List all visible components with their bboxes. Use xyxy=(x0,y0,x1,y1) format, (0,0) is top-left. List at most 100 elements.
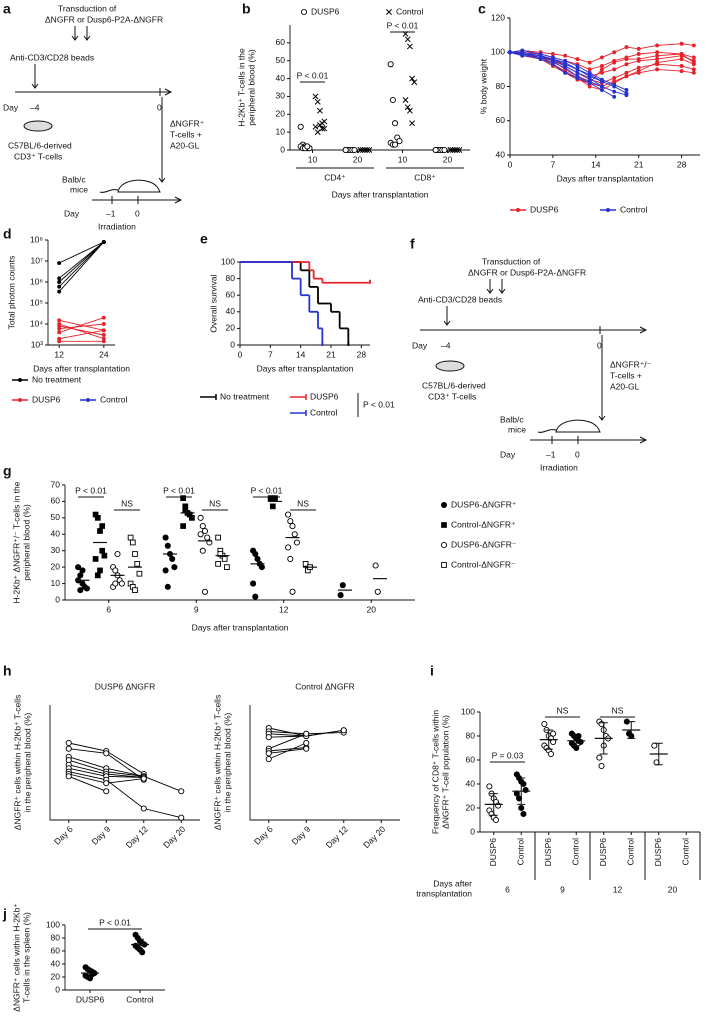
data-point xyxy=(197,514,204,521)
timeline xyxy=(420,326,648,334)
data-point xyxy=(75,564,82,571)
diagram-text: Day xyxy=(3,102,19,112)
data-point xyxy=(655,43,660,48)
data-line xyxy=(268,733,307,750)
annotation: NS xyxy=(297,498,309,508)
data-point xyxy=(303,739,310,747)
y-tick-label: 40 xyxy=(496,149,506,159)
y-tick-label: 20 xyxy=(226,323,236,333)
legend-label: DUSP6-ΔNGFR⁺ xyxy=(451,499,517,509)
data-point xyxy=(94,572,101,579)
y-tick-label: 120 xyxy=(491,12,505,22)
diagram-text: Irradiation xyxy=(540,462,578,472)
data-point xyxy=(180,523,186,529)
chart-title: DUSP6 ΔNGFR xyxy=(95,681,155,691)
legend-swatch xyxy=(386,9,392,15)
data-point xyxy=(387,61,394,68)
legend-swatch xyxy=(440,501,448,509)
data-point xyxy=(563,65,568,70)
data-point xyxy=(118,580,125,587)
x-axis-label: Days after transplantation xyxy=(33,363,130,373)
x-tick-label: 6 xyxy=(106,604,111,614)
y-tick-label: 20 xyxy=(276,109,286,119)
data-point xyxy=(302,561,309,567)
legend-label: DUSP6 xyxy=(311,6,340,16)
data-point xyxy=(456,147,463,153)
x-tick-label: 7 xyxy=(268,349,273,359)
data-point xyxy=(404,36,411,43)
x-tick-label: Day 20 xyxy=(361,824,387,850)
annotation: P < 0.01 xyxy=(75,485,107,495)
data-point xyxy=(57,318,62,323)
x-tick-label: DUSP6 xyxy=(543,838,553,867)
data-point xyxy=(79,567,86,574)
y-tick-label: 10⁴ xyxy=(30,318,43,328)
data-line xyxy=(68,756,182,792)
x-tick-label: 28 xyxy=(677,159,687,169)
data-point xyxy=(563,53,568,58)
diagram-text: 0 xyxy=(597,340,602,350)
annotation: P < 0.01 xyxy=(99,917,131,927)
data-point xyxy=(563,62,568,67)
data-point xyxy=(258,564,265,571)
diagram-text: 0 xyxy=(135,208,140,218)
timeline xyxy=(15,88,173,96)
data-line xyxy=(59,317,104,333)
data-point xyxy=(285,544,292,551)
data-point xyxy=(199,523,206,530)
legend-label: DUSP6 xyxy=(32,394,61,404)
data-point xyxy=(221,556,228,562)
data-point xyxy=(224,564,230,570)
x-tick-label: DUSP6 xyxy=(488,838,498,867)
data-point xyxy=(285,511,292,518)
x-tick-label: 24 xyxy=(99,349,109,359)
x-tick-label: Day 9 xyxy=(89,824,112,847)
y-tick-label: 70 xyxy=(51,479,61,489)
data-point xyxy=(319,125,326,132)
data-point xyxy=(112,567,119,574)
annotation: P < 0.01 xyxy=(251,485,283,495)
data-point xyxy=(269,503,276,510)
data-point xyxy=(303,730,310,737)
data-point xyxy=(636,65,641,70)
diagram-text: T-cells + xyxy=(170,129,202,139)
y-tick-label: 80 xyxy=(496,81,506,91)
legend-label: Control xyxy=(620,204,648,214)
data-point xyxy=(171,564,178,571)
y-tick-label: 10 xyxy=(51,578,61,588)
data-point xyxy=(432,146,439,154)
data-point xyxy=(624,62,629,67)
legend-swatch xyxy=(606,208,610,212)
data-point xyxy=(129,539,136,546)
data-point xyxy=(272,495,278,501)
y-tick-label: 100 xyxy=(491,47,505,57)
x-tick-label: Control xyxy=(516,838,526,866)
x-tick-label: 9 xyxy=(194,604,199,614)
diagram-text: Day xyxy=(64,208,80,218)
diagram-text: mice xyxy=(508,424,526,434)
data-point xyxy=(103,750,110,757)
data-point xyxy=(541,720,548,728)
data-point xyxy=(691,60,696,65)
data-point xyxy=(612,60,617,65)
data-line xyxy=(509,51,603,87)
data-point xyxy=(550,57,555,62)
data-point xyxy=(178,788,185,795)
diagram-text: –1 xyxy=(546,449,556,459)
data-point xyxy=(314,98,321,105)
legend-label: Control xyxy=(396,6,424,16)
data-point xyxy=(389,96,396,104)
error-bar xyxy=(489,793,498,816)
data-point xyxy=(392,120,399,127)
data-point xyxy=(441,146,448,154)
data-point xyxy=(538,53,543,58)
data-line xyxy=(59,329,104,340)
data-point xyxy=(575,63,580,68)
group-title: transplantation xyxy=(416,888,472,898)
data-point xyxy=(103,788,110,795)
group-label: 9 xyxy=(560,884,565,894)
data-point xyxy=(599,70,604,75)
group-label: CD8⁺ xyxy=(414,172,436,182)
x-tick-label: Day 12 xyxy=(324,824,350,850)
data-line xyxy=(268,733,307,737)
